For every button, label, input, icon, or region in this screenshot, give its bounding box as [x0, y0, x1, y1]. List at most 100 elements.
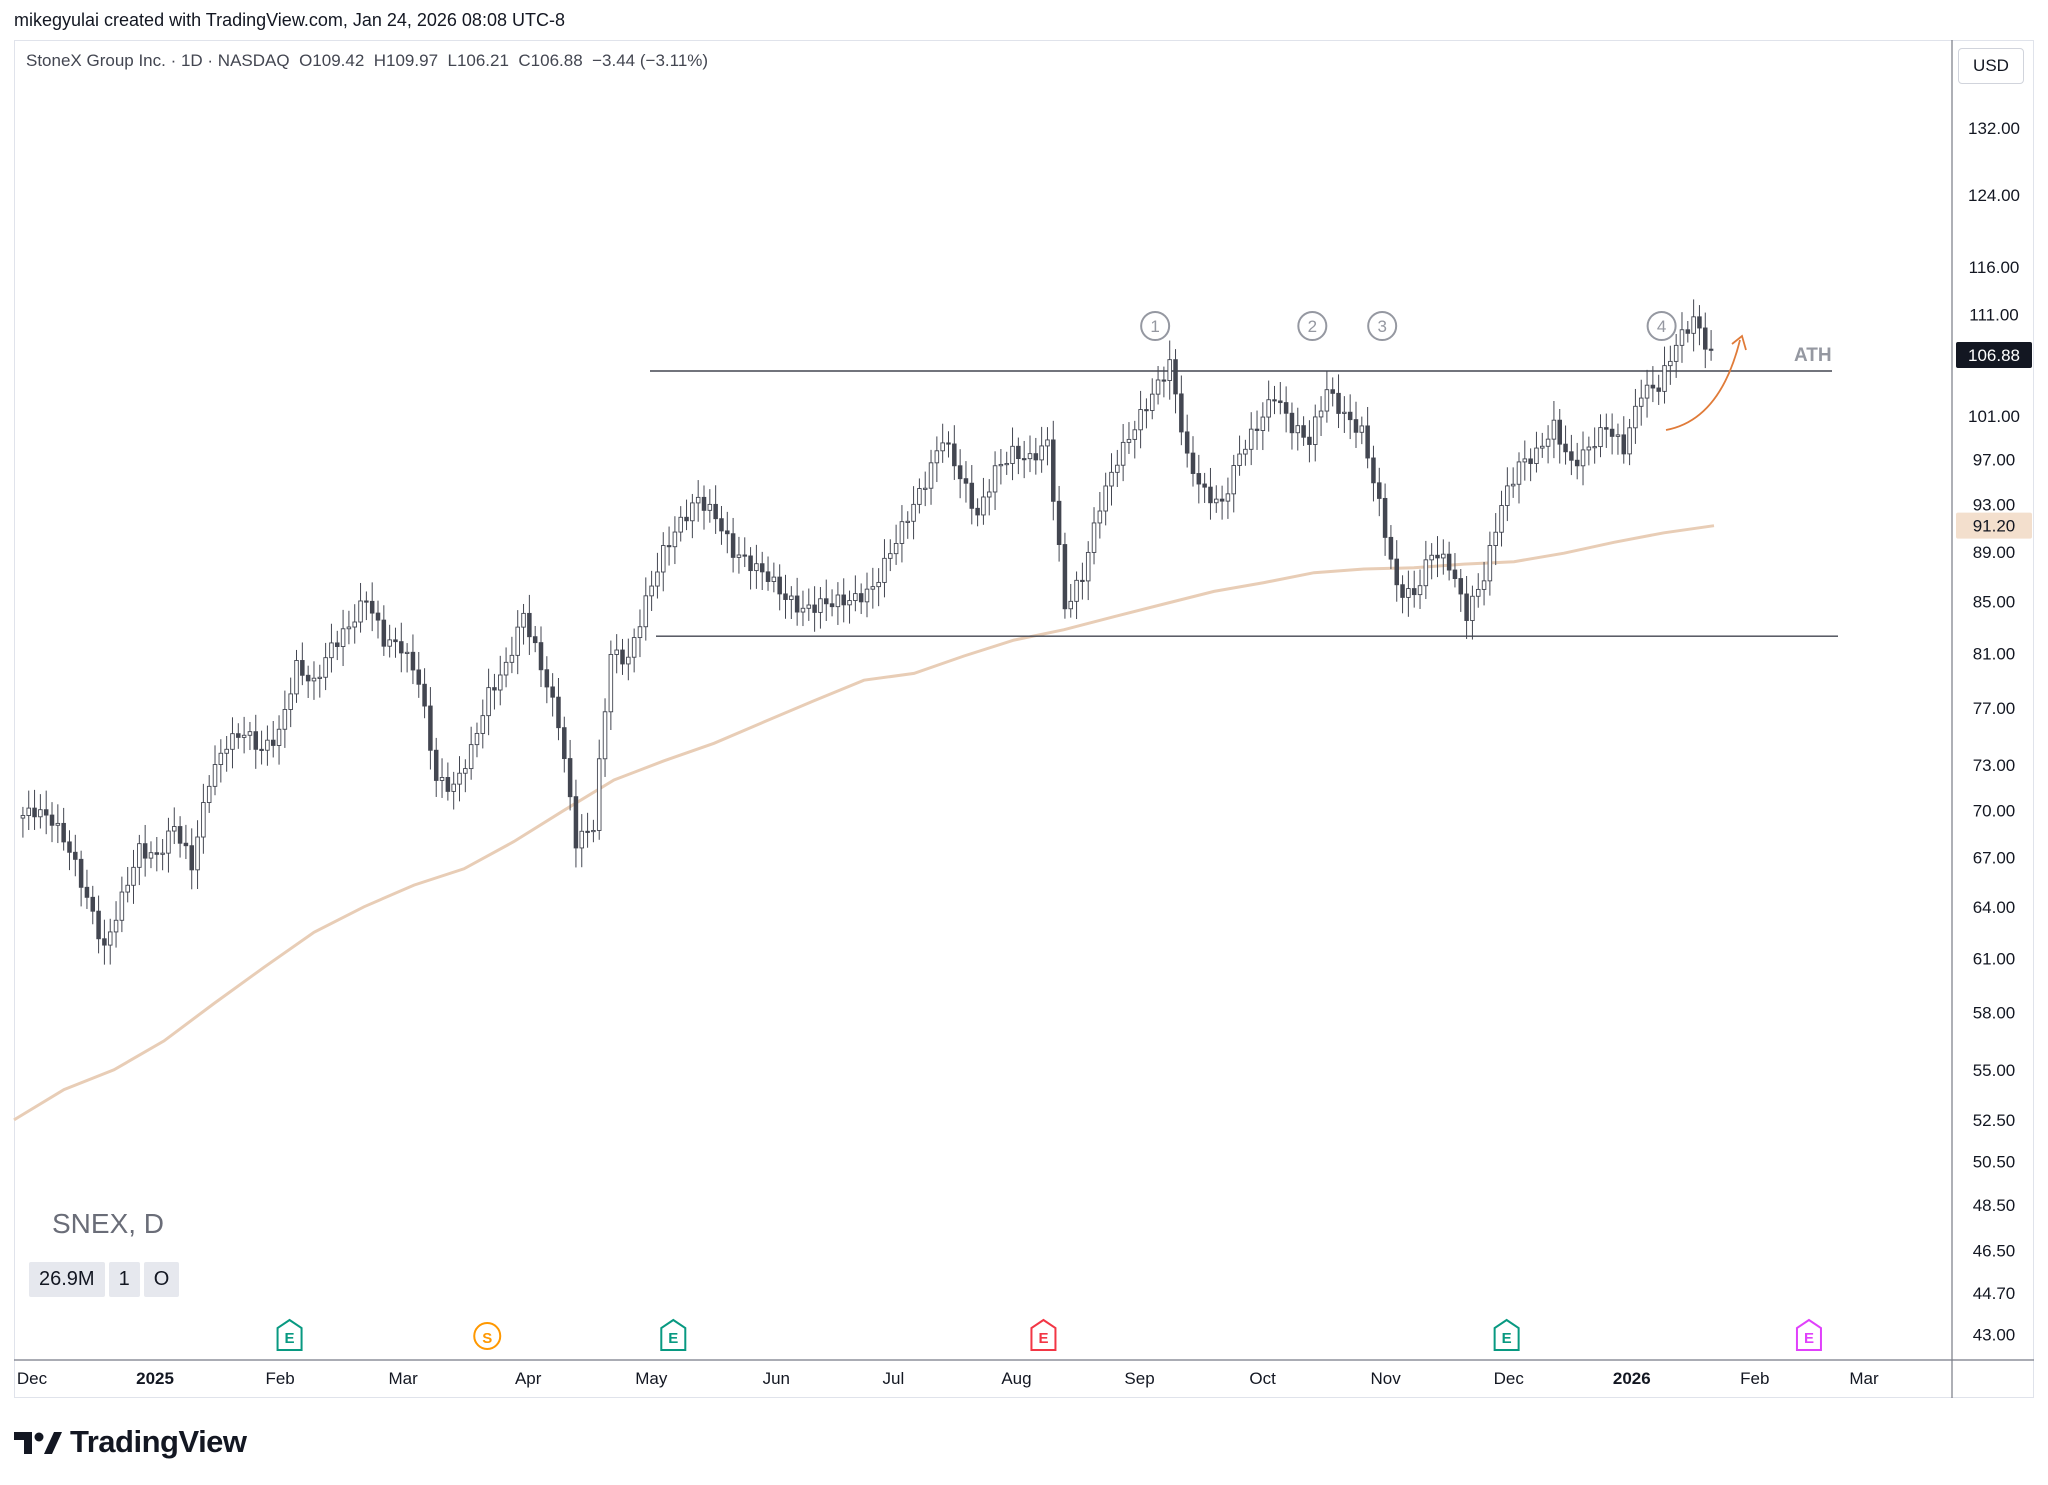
- chart-frame: [14, 40, 2034, 1398]
- annotations-layer: 1 2 3 4 ATH: [1140, 311, 1832, 431]
- candle-body: [49, 814, 55, 826]
- candle-body: [1586, 446, 1592, 451]
- candle-body: [864, 588, 870, 603]
- candle-body: [451, 783, 456, 792]
- candle-body: [1103, 485, 1108, 512]
- candle-body: [556, 696, 561, 729]
- volume-option[interactable]: O: [143, 1262, 180, 1297]
- candle-body: [841, 594, 846, 606]
- candle-body: [1167, 359, 1172, 381]
- candle-body: [1382, 497, 1388, 538]
- candle-body: [1342, 411, 1347, 414]
- candle-body: [1091, 522, 1097, 553]
- candle-body: [1644, 384, 1650, 399]
- candle-body: [777, 576, 782, 595]
- event-marker-label: E: [668, 1330, 678, 1347]
- candle-body: [142, 843, 148, 859]
- candle-body: [1120, 441, 1126, 466]
- candle-body: [1149, 393, 1155, 411]
- candle-body: [1679, 329, 1685, 346]
- candle-body: [800, 607, 806, 613]
- wave-marker-label: 2: [1308, 317, 1317, 336]
- candle-body: [1097, 510, 1103, 524]
- candle-body: [538, 642, 544, 671]
- candle-body: [637, 626, 643, 639]
- candle-body: [230, 733, 235, 750]
- candle-body: [463, 768, 468, 774]
- candle-body: [422, 683, 427, 707]
- candle-body: [78, 858, 84, 888]
- x-tick-label: 2025: [136, 1369, 174, 1388]
- candle-body: [1359, 425, 1365, 433]
- brand-logo[interactable]: TradingView: [14, 1424, 247, 1460]
- candle-body: [329, 642, 334, 659]
- candle-body: [189, 845, 194, 871]
- candle-body: [1569, 451, 1574, 461]
- candle-body: [1330, 389, 1335, 394]
- candle-body: [1307, 436, 1312, 445]
- candle-body: [690, 502, 695, 522]
- candle-body: [1708, 348, 1714, 351]
- candle-body: [579, 830, 585, 849]
- candle-body: [1248, 428, 1254, 450]
- arrow-head-icon: [1731, 334, 1747, 351]
- candle-body: [1289, 412, 1295, 434]
- candle-body: [1033, 453, 1039, 461]
- candle-body: [660, 545, 666, 573]
- candle-body: [480, 715, 486, 734]
- candle-body: [812, 604, 817, 613]
- candle-body: [1132, 429, 1138, 440]
- ticker-label: SNEX, D: [52, 1208, 165, 1239]
- candle-body: [1080, 579, 1085, 582]
- candle-body: [201, 802, 206, 838]
- tradingview-logo-icon: [14, 1432, 62, 1454]
- candle-body: [585, 830, 590, 833]
- candle-body: [131, 866, 136, 886]
- earnings-event-icon: [660, 1318, 687, 1351]
- candle-body: [160, 852, 165, 855]
- wave-marker-label: 3: [1377, 317, 1386, 336]
- candle-body: [998, 463, 1004, 467]
- candle-body: [1493, 531, 1498, 546]
- candle-body: [1283, 402, 1289, 414]
- candle-body: [346, 626, 352, 630]
- candle-body: [119, 891, 125, 921]
- candle-body: [317, 676, 323, 679]
- volume-value[interactable]: 26.9M: [29, 1262, 105, 1297]
- candle-body: [666, 545, 672, 548]
- candle-body: [1394, 558, 1399, 586]
- candle-body: [1615, 434, 1621, 437]
- candle-body: [1144, 409, 1149, 412]
- currency-button[interactable]: USD: [1958, 48, 2024, 84]
- candle-body: [1435, 554, 1440, 559]
- y-tick-label: 55.00: [1973, 1061, 2016, 1080]
- candle-body: [730, 533, 736, 558]
- candle-body: [1633, 405, 1638, 429]
- candle-body: [1464, 593, 1469, 621]
- candle-body: [515, 626, 520, 656]
- candle-body: [888, 553, 893, 559]
- volume-setting[interactable]: 1: [108, 1262, 140, 1297]
- candle-body: [608, 653, 614, 713]
- candle-body: [73, 851, 78, 860]
- candle-body: [1318, 410, 1324, 418]
- candle-body: [1621, 434, 1627, 455]
- candle-body: [562, 727, 567, 760]
- candle-body: [1703, 327, 1708, 350]
- candle-body: [218, 752, 224, 766]
- candle-body: [32, 807, 37, 818]
- candle-body: [928, 462, 934, 489]
- candle-body: [498, 674, 503, 691]
- x-tick-label: Mar: [389, 1369, 419, 1388]
- candle-body: [1051, 439, 1056, 502]
- y-tick-label: 61.00: [1973, 949, 2016, 968]
- candle-body: [1353, 419, 1359, 433]
- candle-body: [1458, 578, 1464, 595]
- candle-body: [678, 516, 683, 533]
- earnings-event-icon: [1795, 1318, 1822, 1351]
- candle-body: [1528, 458, 1533, 464]
- y-tick-label: 70.00: [1973, 801, 2016, 820]
- candle-body: [1301, 425, 1306, 438]
